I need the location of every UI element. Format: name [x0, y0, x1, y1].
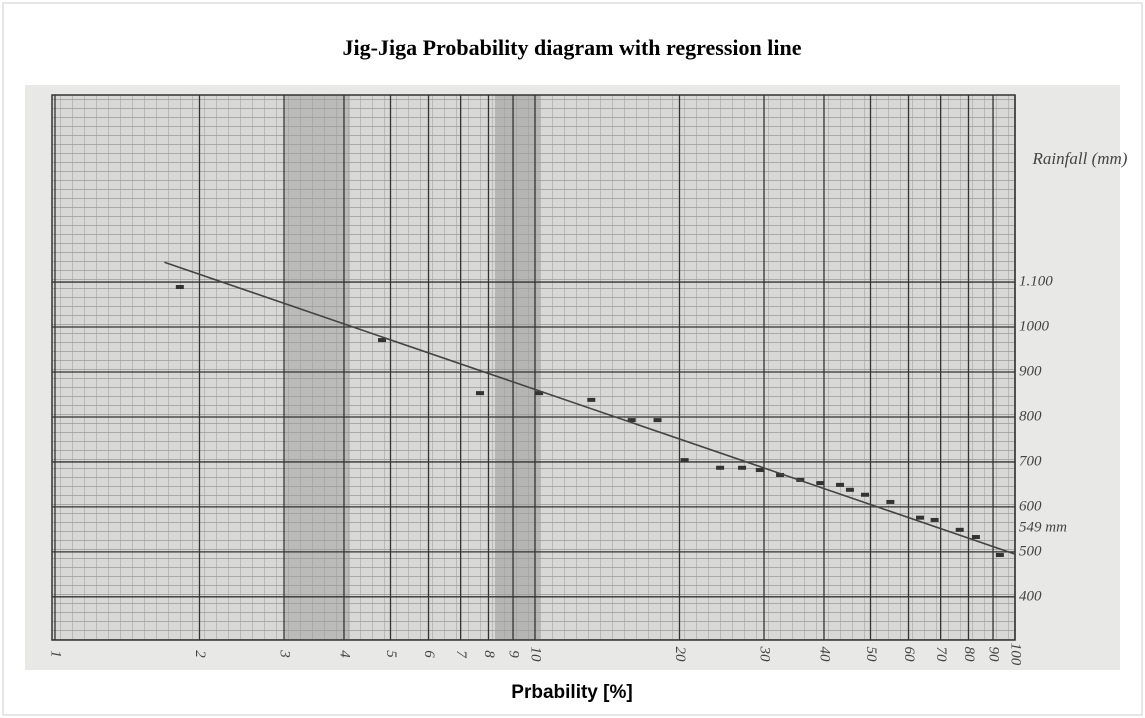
point [653, 418, 662, 423]
x-axis-label: Prbability [%] [511, 682, 632, 703]
x-tick-label: 20 [672, 647, 688, 663]
x-tick-label: 30 [757, 646, 773, 663]
x-tick-label: 6 [421, 650, 437, 658]
dark-band [285, 95, 350, 640]
y-tick-label: 800 [1019, 408, 1042, 424]
point [995, 553, 1004, 558]
point [680, 458, 689, 463]
x-tick-label: 1 [48, 650, 64, 658]
x-tick-label: 10 [528, 647, 544, 663]
point [716, 465, 725, 470]
point [587, 397, 596, 402]
point [475, 391, 484, 396]
x-tick-label: 70 [933, 647, 949, 663]
y-tick-label: 400 [1019, 588, 1042, 604]
x-tick-label: 7 [453, 650, 469, 659]
x-tick-label: 40 [817, 647, 833, 663]
chart-title: Jig-Jiga Probability diagram with regres… [343, 35, 802, 60]
y-tick-label: 1000 [1019, 318, 1050, 334]
x-tick-label: 3 [277, 649, 293, 658]
x-tick-label: 9 [506, 650, 522, 658]
point [755, 468, 764, 473]
y-tick-label: 700 [1019, 453, 1042, 469]
point [916, 515, 925, 520]
point [836, 482, 845, 487]
x-tick-label: 2 [192, 650, 208, 658]
annotation: 549 mm [1019, 519, 1067, 535]
x-tick-label: 4 [337, 650, 353, 658]
x-tick-label: 8 [481, 650, 497, 658]
x-tick-label: 5 [383, 650, 399, 658]
x-tick-label: 80 [961, 647, 977, 663]
point [776, 472, 785, 477]
x-tick-label: 100 [1008, 643, 1024, 666]
point [971, 535, 980, 540]
y-tick-label: 500 [1019, 543, 1042, 559]
point [816, 481, 825, 486]
point [861, 492, 870, 497]
x-tick-label: 60 [901, 647, 917, 663]
point [627, 418, 636, 423]
regression-line [164, 261, 1016, 555]
x-tick-label: 50 [863, 647, 879, 663]
point [886, 499, 895, 504]
y-tick-label: 600 [1019, 498, 1042, 514]
point [738, 465, 747, 470]
dark-band [495, 95, 540, 640]
point [930, 517, 939, 522]
point [175, 285, 184, 290]
point [377, 338, 386, 343]
point [845, 487, 854, 492]
y-tick-label: 900 [1019, 363, 1042, 379]
y-axis-label: Rainfall (mm) [1032, 149, 1128, 168]
y-tick-label: 1.100 [1019, 274, 1053, 290]
x-tick-label: 90 [986, 647, 1002, 663]
point [955, 527, 964, 532]
point [535, 391, 544, 396]
